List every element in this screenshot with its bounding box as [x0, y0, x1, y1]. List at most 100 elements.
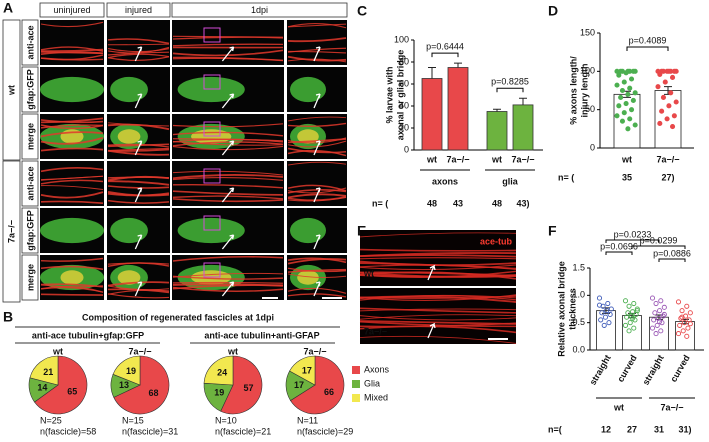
arrow: [221, 187, 235, 203]
fascicle-label: n(fascicle)=29: [297, 426, 353, 436]
bar: [596, 310, 616, 351]
significance-bracket: [496, 87, 524, 93]
axon-signal: [287, 293, 347, 298]
overlap-signal: [117, 270, 141, 285]
arrow: [221, 281, 235, 297]
data-point: [627, 116, 633, 122]
row-label: gfap:GFP: [25, 210, 35, 251]
n-value: 48: [492, 198, 502, 208]
fascicle-label: n(fascicle)=58: [40, 426, 96, 436]
data-point: [628, 107, 635, 113]
x-tick-label: 7a−/−: [511, 154, 534, 164]
arrow: [427, 264, 436, 281]
data-point: [627, 320, 633, 326]
axon-signal: [172, 183, 284, 189]
data-point: [632, 90, 638, 96]
data-point: [606, 320, 612, 326]
column-header: 1dpi: [251, 5, 268, 15]
axon-signal: [359, 262, 517, 270]
pie-title: wt: [227, 346, 238, 356]
legend-label: Axons: [364, 364, 390, 374]
panel-label: B: [3, 309, 13, 325]
gfp-signal: [110, 76, 148, 103]
p-value: p=0.8285: [491, 77, 529, 87]
legend-label: Glia: [364, 378, 380, 388]
x-tick-label: wt: [491, 154, 502, 164]
x-tick-label: wt: [621, 154, 632, 164]
group-box: [2, 19, 21, 161]
n-value: n= (: [372, 198, 388, 208]
data-point: [679, 314, 685, 320]
axon-signal: [172, 140, 284, 146]
n-label: N=25: [40, 415, 62, 425]
subtitle: anti-ace tubulin+anti-GFAP: [204, 330, 319, 340]
x-tick-label: straight: [588, 353, 613, 387]
axon-signal: [359, 295, 517, 303]
axon-signal: [287, 137, 347, 144]
p-value: p=0.0886: [653, 248, 691, 258]
arrow: [313, 281, 321, 297]
column-header-box: [39, 2, 105, 18]
pie-slice: [289, 355, 316, 386]
axon-signal: [40, 283, 104, 288]
axon-signal: [287, 258, 347, 265]
legend-swatch: [352, 380, 360, 388]
y-axis-label: Relative axonal bridge: [556, 261, 566, 357]
overlap-signal: [117, 129, 141, 144]
data-point: [621, 79, 627, 85]
data-point: [664, 68, 670, 74]
data-point: [651, 317, 657, 323]
y-axis-label: thickness: [567, 288, 577, 330]
data-point: [653, 300, 659, 307]
data-point: [649, 295, 656, 301]
gfp-signal: [40, 217, 104, 244]
data-point: [618, 94, 624, 100]
pie-title: wt: [52, 346, 63, 356]
panel-label: F: [548, 223, 557, 239]
row-label-box: [21, 19, 39, 66]
axon-signal: [359, 254, 517, 258]
y-tick-label: 40: [399, 100, 409, 110]
roi-box: [203, 262, 221, 278]
axon-signal: [40, 46, 104, 52]
group-label: 7a−/−: [6, 220, 16, 243]
p-value: p=0.0696: [600, 241, 638, 251]
axon-signal: [287, 122, 347, 128]
data-point: [598, 317, 604, 323]
axon-signal: [287, 37, 347, 43]
data-point: [604, 308, 610, 314]
n-value: 31): [678, 424, 691, 434]
y-tick-label: 100: [580, 66, 595, 76]
axon-signal: [287, 196, 347, 202]
n-value: 35: [622, 172, 632, 182]
row-label-box: [21, 160, 39, 207]
data-point: [602, 314, 608, 320]
data-point: [625, 91, 631, 97]
axon-signal: [107, 123, 170, 131]
n-value: n= (: [558, 172, 574, 182]
column-header: injured: [125, 5, 152, 15]
axon-signal: [287, 189, 347, 194]
axon-signal: [172, 275, 284, 280]
arrow: [427, 322, 436, 339]
pie-slice: [290, 355, 345, 415]
data-point: [685, 325, 691, 331]
y-tick-label: 50: [585, 104, 595, 114]
overlap-signal: [60, 270, 84, 285]
fascicle-label: n(fascicle)=31: [122, 426, 178, 436]
arrow: [221, 46, 235, 62]
axon-signal: [107, 176, 170, 179]
roi-box: [203, 27, 221, 43]
subtitle: anti-ace tubulin+gfap:GFP: [32, 330, 144, 340]
row-label-box: [21, 113, 39, 160]
axon-signal: [359, 257, 517, 260]
axon-signal: [107, 180, 170, 186]
column-header-box: [171, 2, 348, 18]
row-label-box: [21, 254, 39, 301]
arrow: [313, 140, 321, 156]
data-point: [655, 315, 661, 321]
data-point: [661, 311, 667, 318]
axon-signal: [40, 191, 104, 199]
y-tick-label: 80: [399, 56, 409, 66]
data-point: [631, 325, 637, 331]
